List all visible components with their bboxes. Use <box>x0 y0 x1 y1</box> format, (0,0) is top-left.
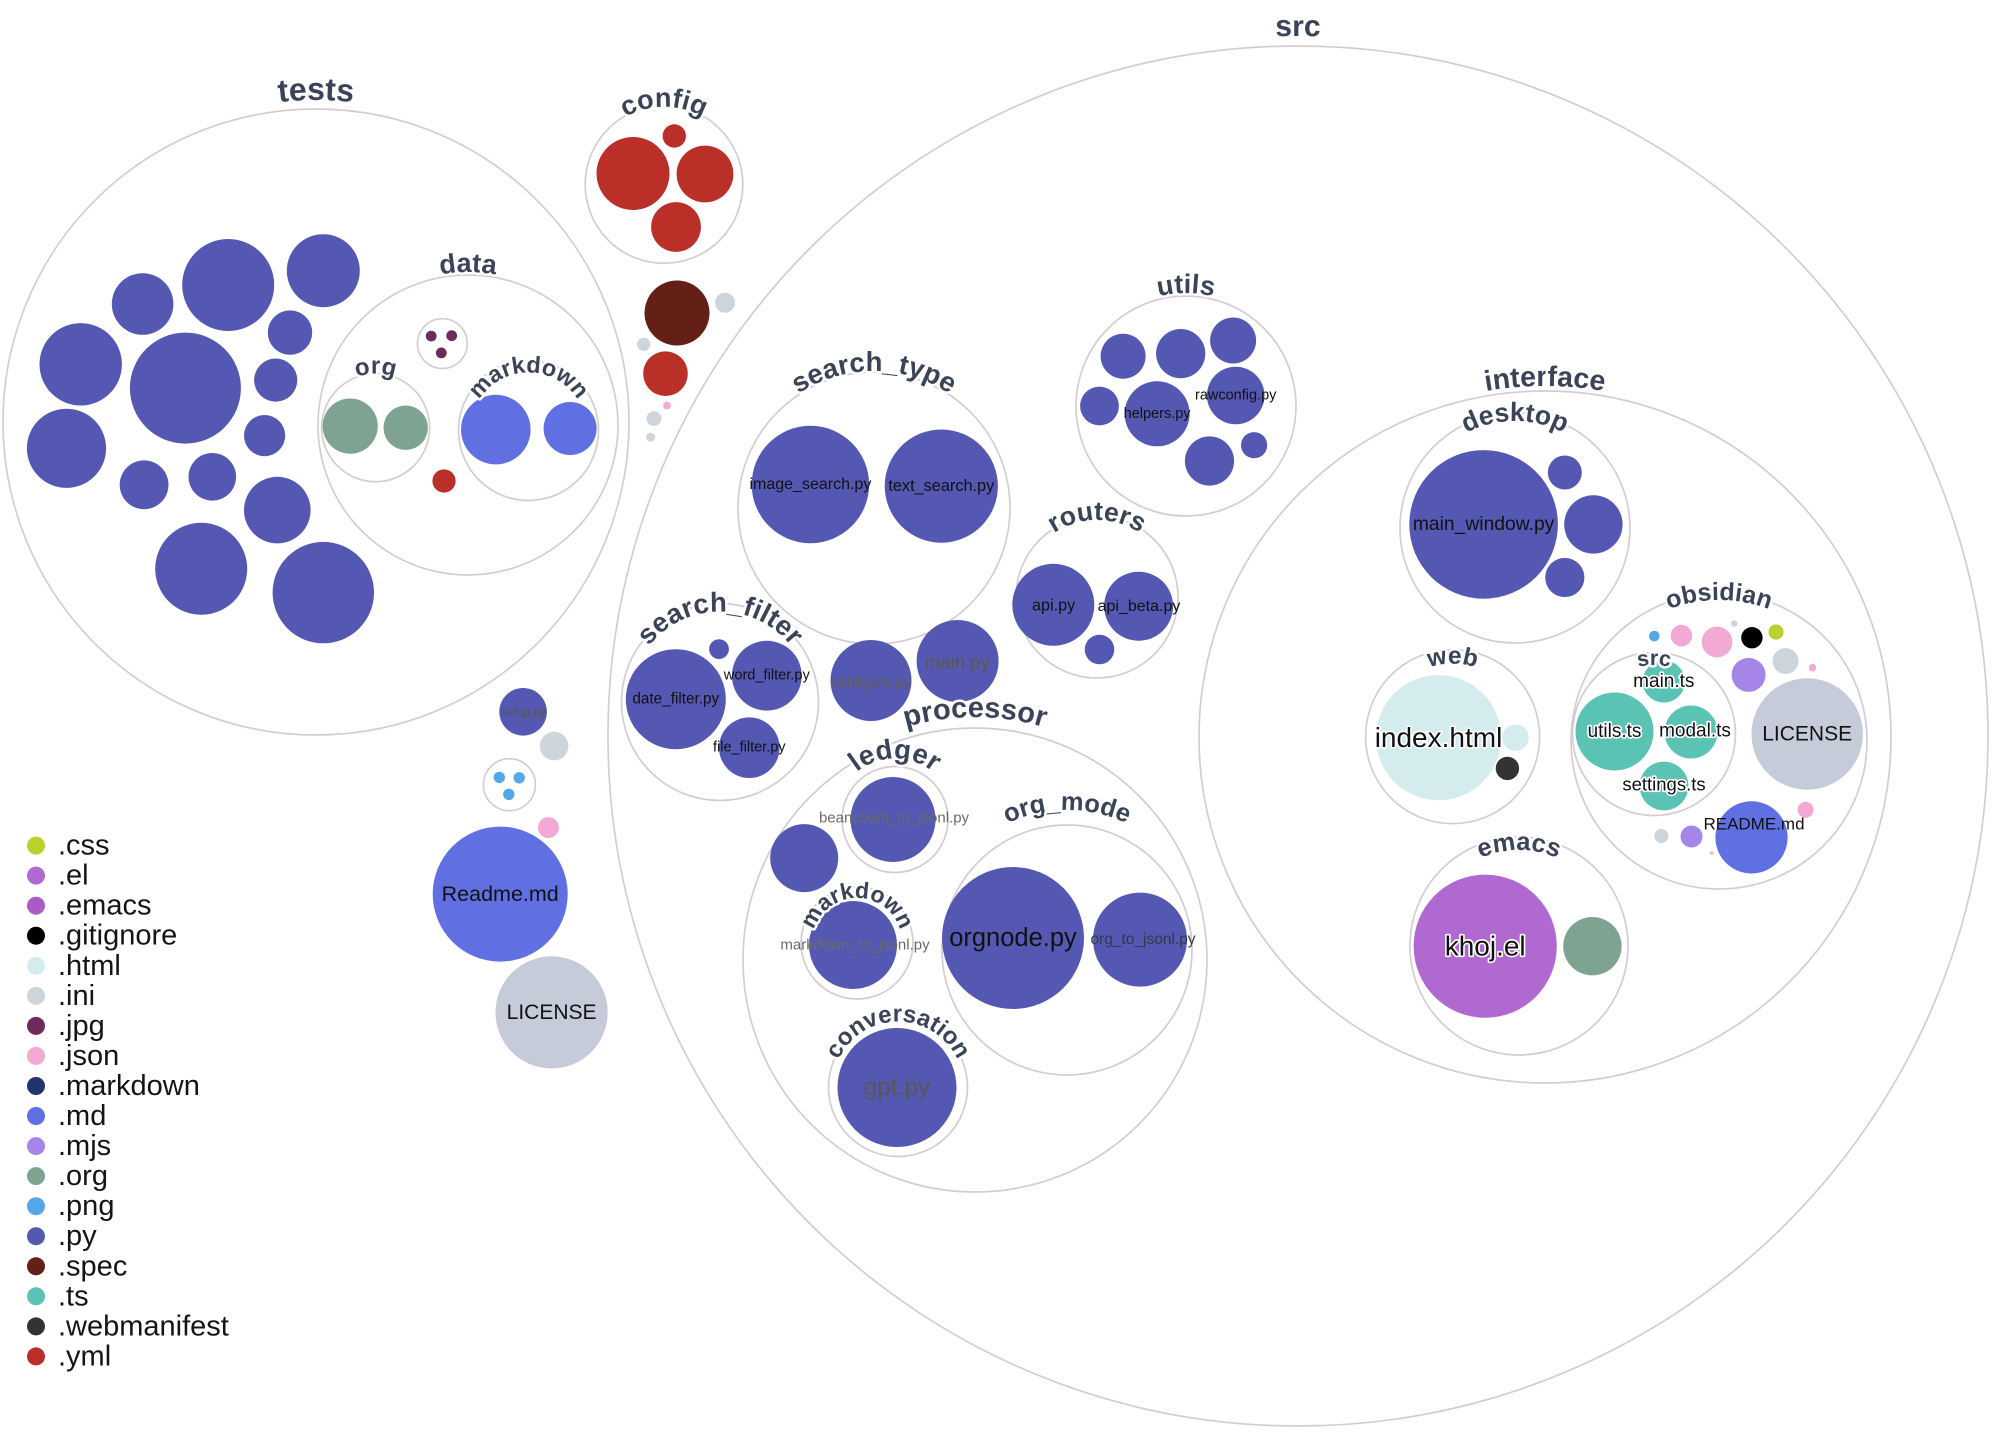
svg-text:main.py: main.py <box>925 652 991 673</box>
svg-text:.py: .py <box>58 1220 97 1252</box>
svg-text:index.html: index.html <box>1375 722 1503 753</box>
svg-text:.ts: .ts <box>58 1280 89 1312</box>
svg-text:org: org <box>352 353 399 383</box>
svg-text:markdown_to_jsonl.py: markdown_to_jsonl.py <box>780 937 930 954</box>
svg-text:Readme.md: Readme.md <box>442 882 559 906</box>
svg-text:api.py: api.py <box>1032 596 1076 614</box>
svg-text:org_to_jsonl.py: org_to_jsonl.py <box>1090 931 1195 948</box>
svg-text:khoj.el: khoj.el <box>1445 931 1526 962</box>
svg-text:text_search.py: text_search.py <box>888 477 995 495</box>
svg-text:src: src <box>1635 646 1673 672</box>
svg-text:.css: .css <box>58 830 110 862</box>
svg-text:LICENSE: LICENSE <box>507 1001 597 1024</box>
svg-text:.json: .json <box>58 1040 119 1072</box>
svg-text:.webmanifest: .webmanifest <box>58 1310 229 1342</box>
svg-text:.mjs: .mjs <box>58 1130 111 1162</box>
svg-text:.el: .el <box>58 860 89 892</box>
svg-text:data: data <box>437 248 499 281</box>
svg-text:setup.py: setup.py <box>500 705 545 719</box>
svg-text:.gitignore: .gitignore <box>58 920 177 952</box>
svg-text:README.md: README.md <box>1703 815 1804 834</box>
svg-text:helpers.py: helpers.py <box>1124 406 1192 422</box>
svg-text:web: web <box>1424 642 1481 673</box>
svg-text:src: src <box>1275 10 1321 43</box>
svg-text:.jpg: .jpg <box>58 1010 105 1042</box>
svg-text:main.ts: main.ts <box>1633 671 1694 692</box>
svg-text:modal.ts: modal.ts <box>1659 721 1731 742</box>
svg-text:orgnode.py: orgnode.py <box>949 924 1077 952</box>
svg-text:.emacs: .emacs <box>58 890 151 922</box>
svg-text:beancount_to_jsonl.py: beancount_to_jsonl.py <box>819 810 970 827</box>
svg-text:.spec: .spec <box>58 1250 127 1282</box>
svg-text:.png: .png <box>58 1190 114 1222</box>
svg-text:utils.ts: utils.ts <box>1588 721 1642 742</box>
svg-text:gpt.py: gpt.py <box>864 1074 931 1101</box>
svg-text:.markdown: .markdown <box>58 1070 200 1102</box>
svg-text:.md: .md <box>58 1100 106 1132</box>
svg-text:file_filter.py: file_filter.py <box>713 740 786 756</box>
svg-text:rawconfig.py: rawconfig.py <box>1195 388 1277 404</box>
svg-text:.ini: .ini <box>58 980 95 1012</box>
svg-text:word_filter.py: word_filter.py <box>723 668 811 684</box>
svg-text:.org: .org <box>58 1160 108 1192</box>
svg-text:utils: utils <box>1154 269 1218 302</box>
svg-text:.html: .html <box>58 950 121 982</box>
svg-text:date_filter.py: date_filter.py <box>632 691 719 708</box>
svg-text:main_window.py: main_window.py <box>1413 514 1555 535</box>
svg-text:settings.ts: settings.ts <box>1622 774 1705 795</box>
svg-text:interface: interface <box>1482 361 1608 398</box>
svg-text:.yml: .yml <box>58 1340 111 1372</box>
svg-text:api_beta.py: api_beta.py <box>1098 598 1181 615</box>
svg-text:LICENSE: LICENSE <box>1762 723 1852 746</box>
svg-text:configure.py: configure.py <box>831 675 911 691</box>
svg-text:image_search.py: image_search.py <box>749 476 871 493</box>
